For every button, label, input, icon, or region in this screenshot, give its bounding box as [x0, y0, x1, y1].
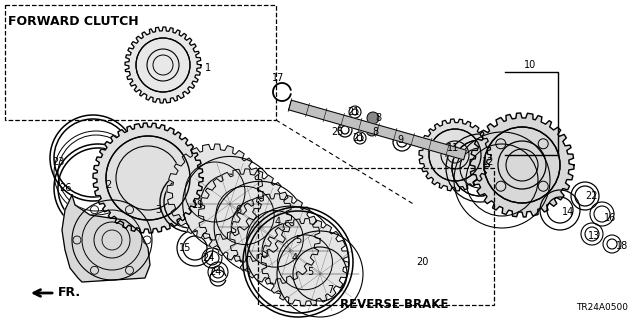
Text: 2: 2	[105, 180, 111, 190]
Text: 10: 10	[524, 60, 536, 70]
Polygon shape	[289, 100, 467, 160]
Text: 13: 13	[588, 231, 600, 241]
Polygon shape	[198, 169, 292, 262]
Text: 7: 7	[327, 285, 333, 295]
Text: 25: 25	[332, 127, 344, 137]
Text: 15: 15	[179, 243, 191, 253]
Text: 8: 8	[372, 127, 378, 137]
Polygon shape	[419, 119, 491, 191]
Text: 3: 3	[155, 205, 161, 215]
Text: REVERSE BRAKE: REVERSE BRAKE	[340, 298, 449, 311]
Bar	[5, 5, 276, 120]
Text: 26: 26	[59, 183, 71, 193]
Text: 5: 5	[307, 267, 313, 277]
Bar	[258, 168, 494, 305]
Text: 18: 18	[616, 241, 628, 251]
Text: 22: 22	[586, 191, 598, 201]
Polygon shape	[230, 194, 320, 284]
Text: FR.: FR.	[58, 286, 81, 300]
Text: 17: 17	[272, 73, 284, 83]
Text: 11: 11	[447, 143, 459, 153]
Text: 21: 21	[352, 133, 364, 143]
Polygon shape	[167, 144, 263, 240]
Text: 4: 4	[275, 217, 281, 227]
Polygon shape	[261, 219, 349, 306]
Polygon shape	[93, 123, 203, 233]
Text: 1: 1	[205, 63, 211, 73]
Text: 5: 5	[295, 235, 301, 245]
Polygon shape	[125, 27, 201, 103]
Text: 24: 24	[202, 253, 214, 263]
Text: 16: 16	[604, 213, 616, 223]
Text: 19: 19	[192, 200, 204, 210]
Circle shape	[367, 112, 379, 124]
Text: 8: 8	[375, 113, 381, 123]
Text: 12: 12	[482, 157, 494, 167]
Text: FORWARD CLUTCH: FORWARD CLUTCH	[8, 15, 139, 28]
Text: 4: 4	[292, 253, 298, 263]
Text: 23: 23	[52, 157, 64, 167]
Text: 20: 20	[416, 257, 428, 267]
Text: 14: 14	[562, 207, 574, 217]
Polygon shape	[62, 195, 150, 282]
Text: 21: 21	[347, 107, 359, 117]
Text: 6: 6	[235, 205, 241, 215]
Circle shape	[366, 124, 378, 136]
Text: 9: 9	[397, 135, 403, 145]
Text: 24: 24	[209, 267, 221, 277]
Polygon shape	[470, 113, 574, 217]
Text: TR24A0500: TR24A0500	[576, 303, 628, 312]
